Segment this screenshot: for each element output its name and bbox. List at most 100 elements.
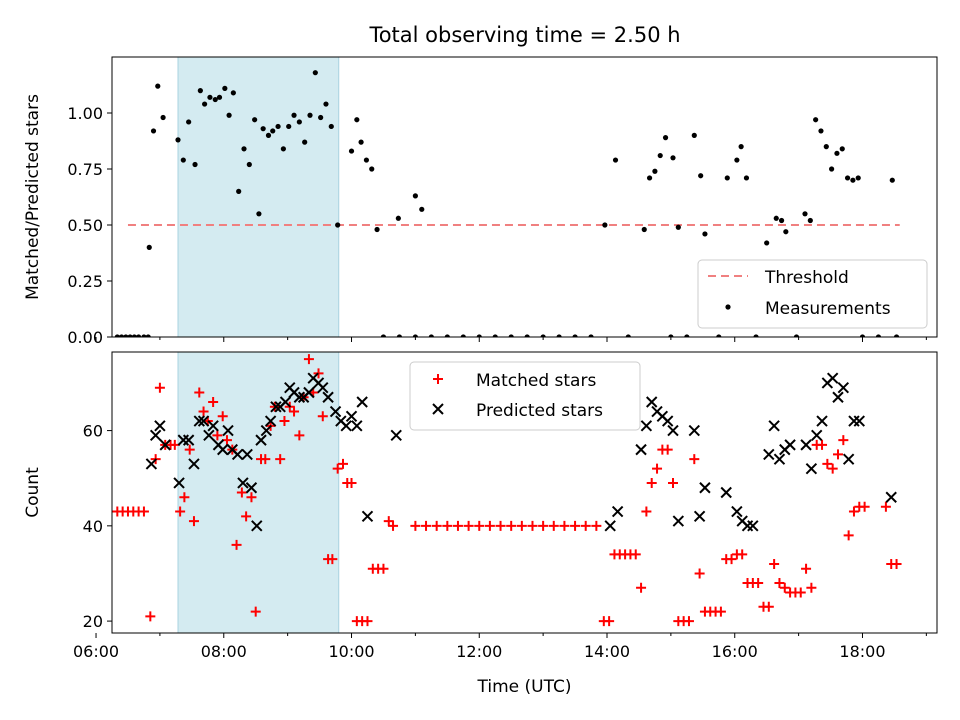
measurement-point [150, 128, 157, 134]
matched-star-point [801, 563, 812, 574]
matched-star-point [212, 430, 223, 441]
measurement-point [823, 144, 829, 150]
matched-star-point [362, 616, 373, 627]
matched-star-point [332, 463, 343, 474]
measurement-point [246, 161, 252, 168]
matched-star-point [378, 563, 389, 574]
measurement-point [813, 117, 819, 123]
matched-star-point [463, 520, 474, 531]
matched-star-point [559, 520, 570, 531]
measurement-point [691, 132, 697, 138]
y-axis-label: Matched/Predicted stars [23, 94, 43, 300]
measurement-point [226, 112, 232, 118]
predicted-star-point [188, 458, 200, 470]
measurement-point [778, 217, 785, 224]
x-axis-label: Time (UTC) [477, 677, 572, 697]
legend-matched-label: Matched stars [476, 371, 596, 391]
axes-frame [111, 351, 938, 634]
measurement-point [131, 334, 137, 337]
measurement-point [855, 175, 861, 181]
measurement-point [492, 334, 498, 337]
matched-star-point [763, 601, 774, 612]
x-tick-label: 14:00 [584, 642, 630, 661]
y-tick-label: 0.50 [67, 216, 103, 235]
predicted-star-point [848, 415, 860, 427]
axes-frame [111, 56, 938, 338]
predicted-star-point [885, 491, 897, 503]
predicted-star-point [640, 420, 653, 432]
matched-star-point [516, 520, 527, 531]
measurement-point [540, 334, 546, 337]
measurement-point [716, 334, 722, 337]
y-tick-label: 60 [83, 422, 103, 441]
matched-star-point [838, 435, 849, 446]
predicted-star-point [853, 415, 865, 427]
matched-star-point [891, 558, 902, 569]
predicted-star-point [340, 420, 352, 432]
matched-star-point [774, 577, 785, 588]
matched-star-point [421, 520, 432, 531]
legend-matched-swatch [433, 374, 443, 384]
matched-star-point [604, 616, 615, 627]
matched-star-point [843, 530, 854, 541]
legend-predicted-label: Predicted stars [476, 401, 603, 421]
predicted-star-point [811, 429, 823, 442]
predicted-star-point [720, 486, 732, 499]
measurement-point [363, 157, 370, 163]
plot-area [114, 70, 900, 337]
predicted-star-point [149, 429, 162, 442]
matched-star-point [527, 520, 538, 531]
measurement-point [698, 173, 704, 179]
measurement-point [252, 117, 258, 123]
observing-window-span [177, 351, 340, 634]
measurement-point [318, 114, 324, 121]
legend-measurement-swatch [725, 304, 731, 310]
predicted-star-point [264, 415, 277, 427]
measurement-point [236, 188, 242, 194]
measurement-point [146, 244, 152, 250]
measurement-point [222, 85, 228, 91]
measurement-point [662, 135, 669, 141]
predicted-star-point [159, 439, 171, 451]
matched-star-point [822, 458, 833, 469]
matched-star-point [474, 520, 485, 531]
plot-area [112, 354, 902, 627]
predicted-star-point [173, 477, 185, 489]
measurement-point [207, 94, 213, 100]
measurement-point [118, 334, 125, 337]
y-tick-label: 1.00 [67, 104, 103, 123]
measurement-point [646, 175, 653, 181]
measurement-point [764, 240, 770, 246]
matched-star-point [570, 520, 581, 531]
measurement-point [114, 334, 120, 337]
measurement-point [141, 334, 147, 337]
matched-star-point [241, 511, 252, 522]
measurement-point [412, 193, 418, 199]
y-tick-label: 0.00 [67, 328, 103, 347]
measurement-point [127, 334, 133, 337]
measurement-point [358, 139, 364, 145]
matched-star-point [145, 611, 156, 622]
matched-star-point [431, 520, 442, 531]
measurement-point [773, 215, 779, 221]
predicted-star-point [667, 424, 679, 437]
matched-star-point [495, 520, 506, 531]
measurement-point [834, 150, 840, 156]
matched-star-point [303, 354, 314, 365]
predicted-star-point [699, 482, 711, 494]
predicted-star-point [693, 510, 706, 523]
measurement-point [380, 334, 387, 337]
x-tick-label: 18:00 [839, 642, 885, 661]
matched-star-point [506, 520, 517, 531]
predicted-star-point [361, 510, 374, 523]
x-tick-label: 08:00 [201, 642, 247, 661]
matched-star-point [769, 558, 780, 569]
predicted-star-point [197, 415, 210, 427]
predicted-star-point [805, 462, 818, 475]
predicted-star-point [773, 453, 786, 465]
matched-star-point [236, 487, 247, 498]
measurement-point [374, 226, 380, 233]
measurement-point [354, 117, 360, 123]
matched-star-point [848, 506, 859, 517]
